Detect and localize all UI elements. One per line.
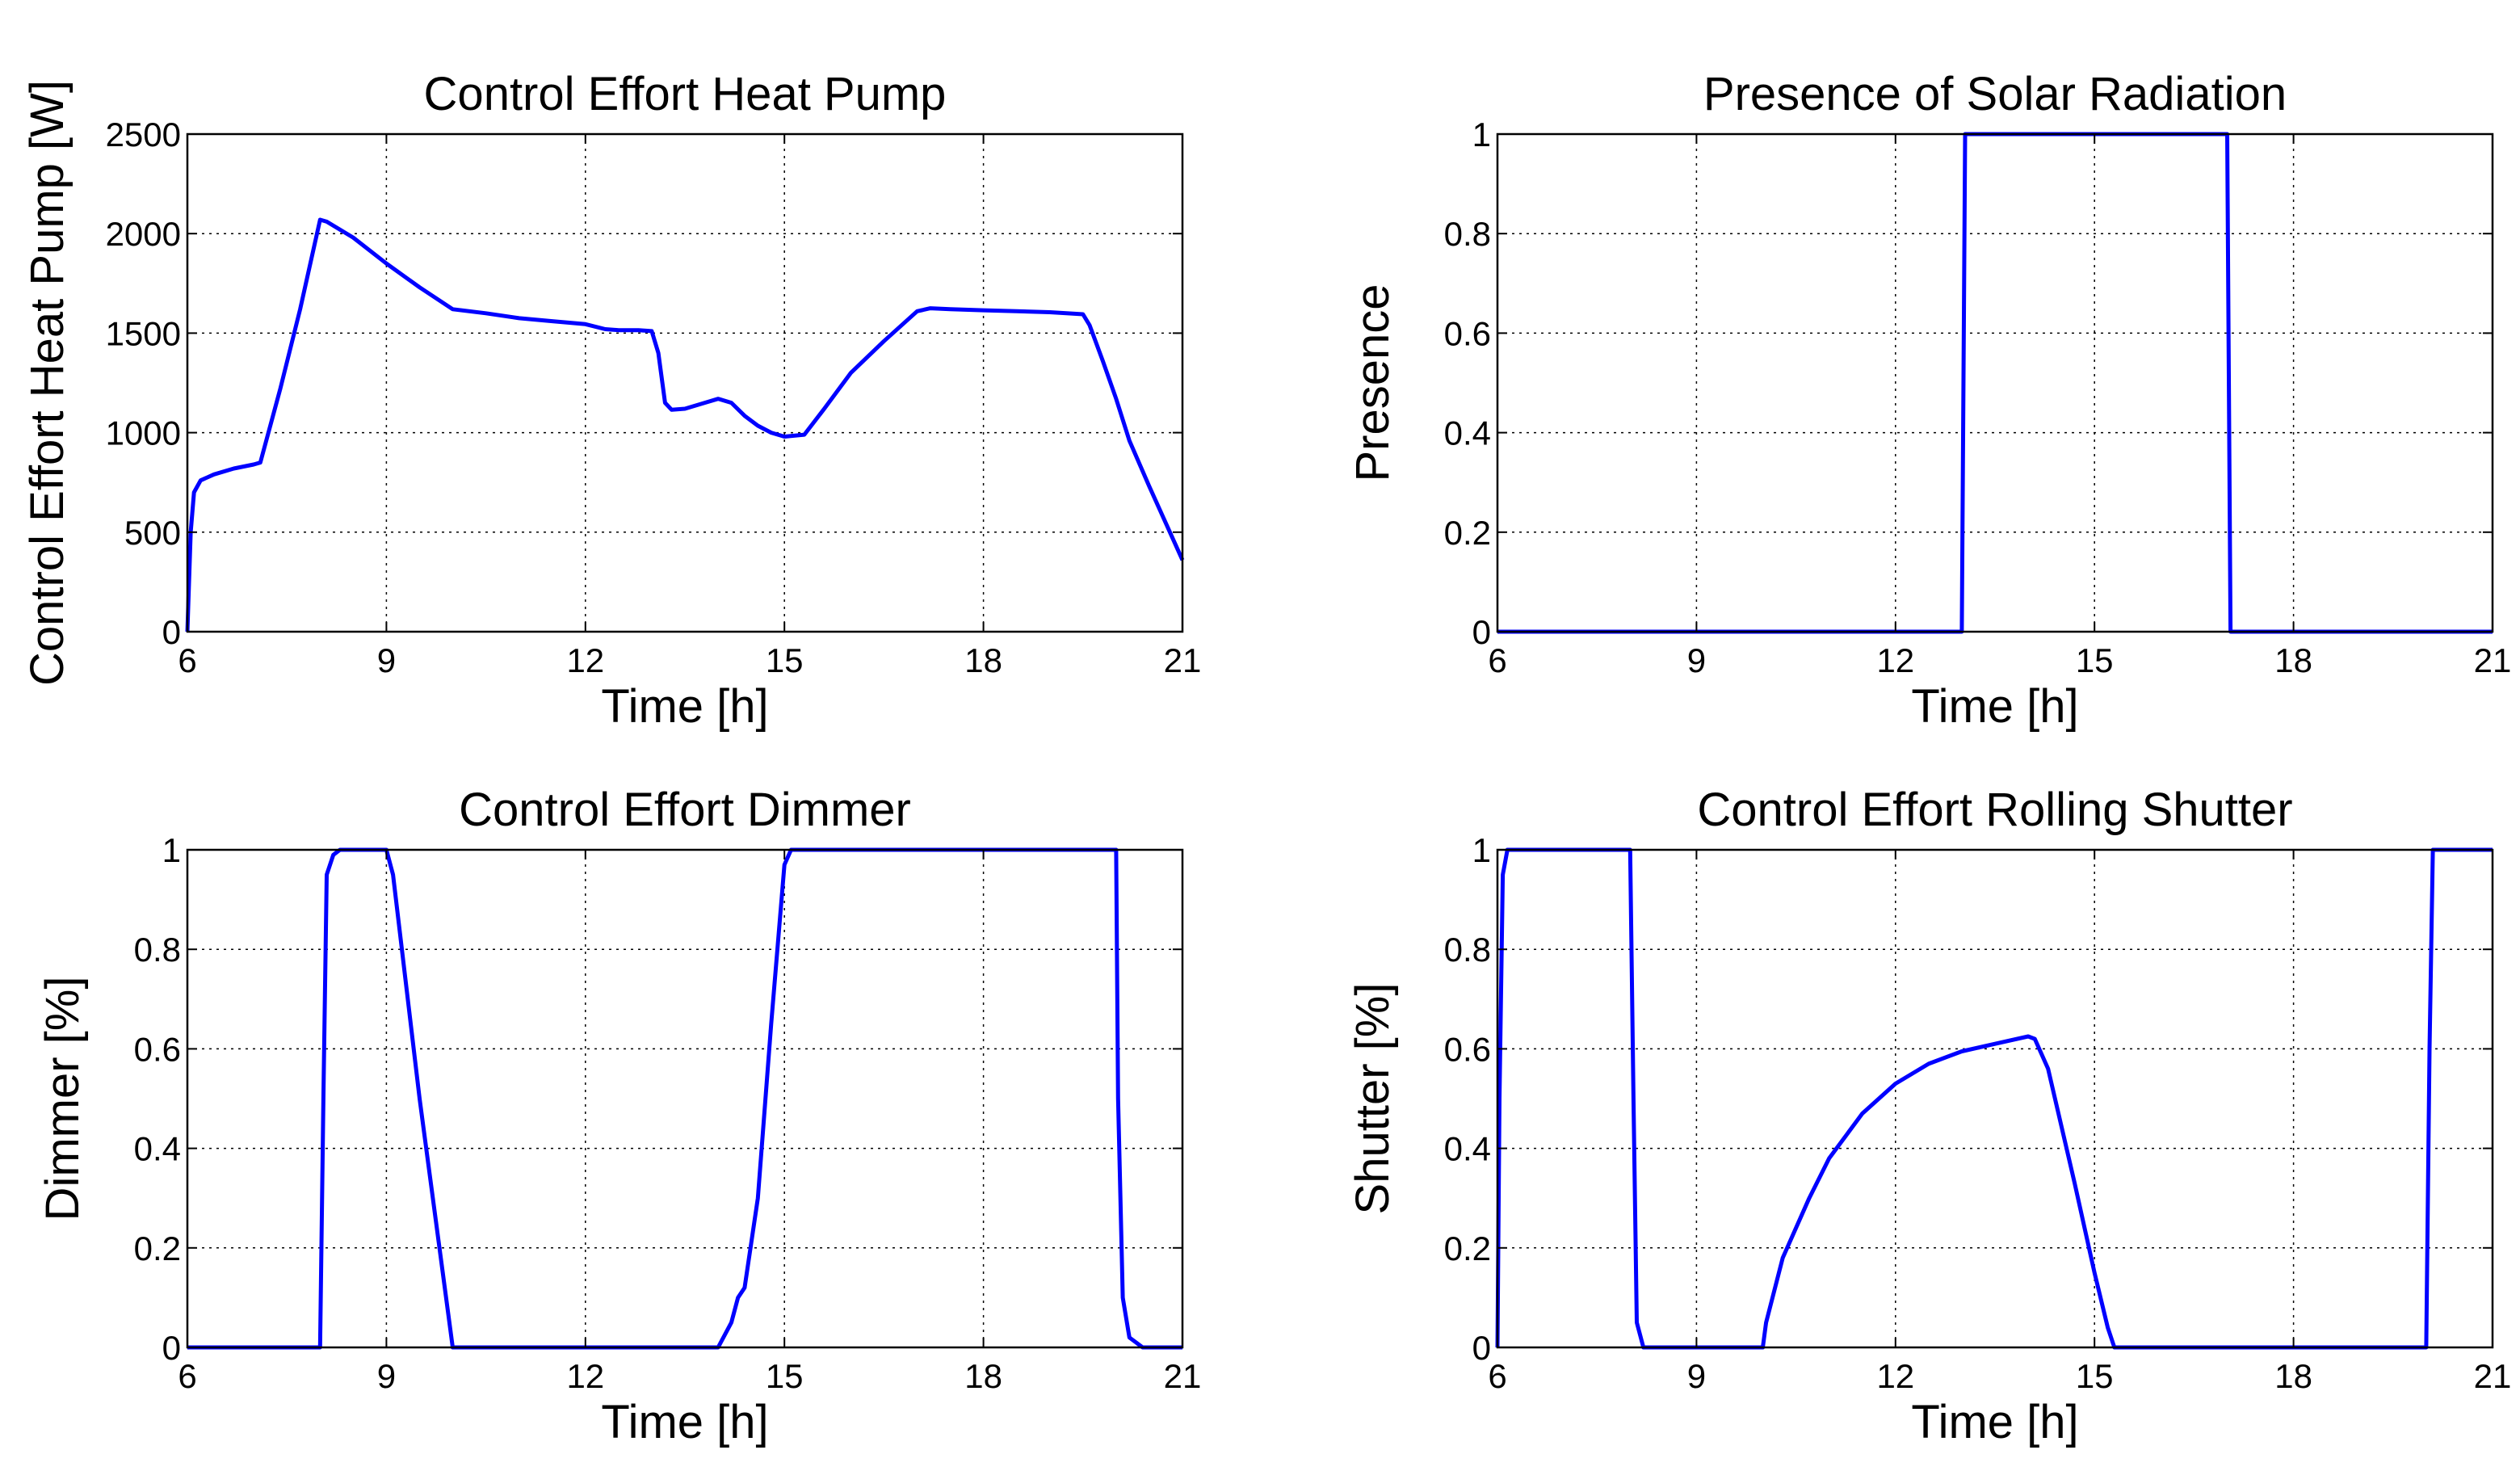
- y-tick-label: 0.6: [1444, 1030, 1491, 1068]
- x-tick-label: 21: [2474, 641, 2512, 679]
- axes-box: [186, 848, 1184, 1349]
- series-line-dimmer: [187, 847, 1182, 1350]
- y-tick-label: 2500: [106, 116, 181, 153]
- plot-area: [187, 134, 1182, 632]
- x-tick-label: 15: [766, 641, 804, 679]
- x-tick-label: 21: [2474, 1357, 2512, 1395]
- subplot-2: 6 9 12 15 18 21 0 0.2 0.4 0.6 0.8 1 Presence of Sola…: [1346, 68, 2511, 733]
- plot-area: [1497, 850, 2493, 1347]
- plot-area: [187, 850, 1182, 1347]
- y-tick-label: 1: [1472, 831, 1491, 869]
- y-tick-label: 0.8: [1444, 215, 1491, 253]
- subplot-3: 6 9 12 15 18 21 0 0.2 0.4 0.6 0.8 1 Control Effort D…: [36, 784, 1201, 1448]
- y-tick-label: 0.6: [134, 1030, 181, 1068]
- x-tick-label: 9: [377, 641, 396, 679]
- y-tick-label: 1: [162, 831, 181, 869]
- x-tick-label: 9: [1687, 1357, 1706, 1395]
- y-tick-label: 0.8: [134, 931, 181, 969]
- subplot-4: 6 9 12 15 18 21 0 0.2 0.4 0.6 0.8 1 Control Effort R…: [1346, 784, 2511, 1448]
- y-tick-label: 0.2: [1444, 514, 1491, 552]
- y-tick-label: 0: [1472, 613, 1491, 651]
- x-tick-label: 6: [1488, 1357, 1506, 1395]
- x-tick-label: 12: [566, 1357, 604, 1395]
- y-tick-label: 2000: [106, 215, 181, 253]
- x-tick-label: 6: [178, 1357, 196, 1395]
- y-tick-label: 0.2: [134, 1229, 181, 1267]
- y-axis-label: Presence: [1346, 284, 1399, 481]
- x-axis-label: Time [h]: [601, 1396, 768, 1448]
- y-axis-label: Control Effort Heat Pump [W]: [21, 80, 74, 686]
- y-tick-label: 1: [1472, 116, 1491, 153]
- x-tick-label: 18: [964, 1357, 1002, 1395]
- x-tick-label: 18: [2274, 641, 2312, 679]
- x-tick-label: 18: [964, 641, 1002, 679]
- x-axis-label: Time [h]: [1911, 680, 2078, 733]
- chart-title: Presence of Solar Radiation: [1703, 68, 2287, 120]
- chart-title: Control Effort Dimmer: [459, 784, 911, 836]
- y-tick-label: 0: [1472, 1329, 1491, 1367]
- x-tick-label: 15: [2076, 641, 2114, 679]
- y-tick-label: 500: [124, 514, 181, 552]
- x-tick-label: 9: [1687, 641, 1706, 679]
- x-tick-label: 15: [766, 1357, 804, 1395]
- y-axis-label: Dimmer [%]: [36, 977, 89, 1221]
- x-tick-label: 15: [2076, 1357, 2114, 1395]
- y-tick-label: 0: [162, 613, 181, 651]
- x-axis-label: Time [h]: [1911, 1396, 2078, 1448]
- y-tick-label: 0.4: [1444, 414, 1491, 452]
- y-tick-label: 0.2: [1444, 1229, 1491, 1267]
- chart-title: Control Effort Heat Pump: [424, 68, 947, 120]
- subplot-1: 6 9 12 15 18 21 0 500 1000 1500 2000 2500 Control Ef…: [21, 68, 1201, 733]
- x-tick-label: 12: [1876, 1357, 1914, 1395]
- y-tick-label: 1500: [106, 314, 181, 352]
- x-tick-label: 21: [1164, 1357, 1202, 1395]
- series-line-heat-pump: [185, 217, 1185, 633]
- series-line-shutter: [1495, 847, 2493, 1350]
- x-tick-label: 18: [2274, 1357, 2312, 1395]
- x-tick-label: 12: [1876, 641, 1914, 679]
- y-tick-label: 0.8: [1444, 931, 1491, 969]
- y-tick-label: 0: [162, 1329, 181, 1367]
- axes-box: [186, 132, 1184, 633]
- axes-box: [1496, 132, 2494, 633]
- x-tick-label: 12: [566, 641, 604, 679]
- x-tick-label: 6: [178, 641, 196, 679]
- x-tick-label: 9: [377, 1357, 396, 1395]
- x-tick-label: 6: [1488, 641, 1506, 679]
- y-tick-label: 1000: [106, 414, 181, 452]
- plot-area: [1497, 134, 2493, 632]
- axes-box: [1496, 848, 2494, 1349]
- y-tick-label: 0.4: [134, 1130, 181, 1168]
- chart-title: Control Effort Rolling Shutter: [1697, 784, 2292, 836]
- y-tick-label: 0.4: [1444, 1130, 1491, 1168]
- x-axis-label: Time [h]: [601, 680, 768, 733]
- x-tick-label: 21: [1164, 641, 1202, 679]
- y-tick-label: 0.6: [1444, 314, 1491, 352]
- y-axis-label: Shutter [%]: [1346, 983, 1399, 1215]
